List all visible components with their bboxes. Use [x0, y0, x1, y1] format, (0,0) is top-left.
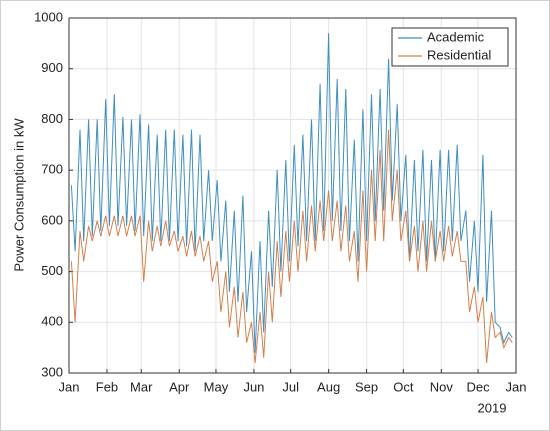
- y-axis-label: Power Consumption in kW: [11, 118, 26, 272]
- plot-border: [68, 17, 517, 374]
- y-tick-label: 900: [41, 60, 63, 75]
- x-tick-label: Oct: [393, 379, 414, 394]
- x-tick-label: Mar: [130, 379, 153, 394]
- legend-label: Residential: [427, 47, 491, 62]
- x-tick-label: Sep: [355, 379, 378, 394]
- y-tick-label: 300: [41, 364, 63, 379]
- y-tick-label: 400: [41, 314, 63, 329]
- x-tick-label: Dec: [466, 379, 490, 394]
- y-tick-label: 500: [41, 263, 63, 278]
- x-tick-label: May: [204, 379, 229, 394]
- x-tick-label: Jan: [506, 379, 527, 394]
- x-tick-label: Apr: [169, 379, 190, 394]
- series-line: [70, 129, 513, 363]
- y-tick-label: 700: [41, 162, 63, 177]
- y-tick-label: 1000: [34, 9, 63, 24]
- series-line: [70, 33, 513, 353]
- x-tick-label: Jun: [243, 379, 264, 394]
- x-tick-label: Nov: [430, 379, 454, 394]
- y-tick-label: 600: [41, 212, 63, 227]
- x-tick-label: Aug: [317, 379, 340, 394]
- legend-box: [391, 27, 509, 67]
- y-tick-label: 800: [41, 111, 63, 126]
- x-tick-label: Feb: [96, 379, 118, 394]
- x-tick-label: Jan: [59, 379, 80, 394]
- year-label: 2019: [478, 400, 507, 415]
- legend-label: Academic: [427, 29, 485, 44]
- x-tick-label: Jul: [282, 379, 299, 394]
